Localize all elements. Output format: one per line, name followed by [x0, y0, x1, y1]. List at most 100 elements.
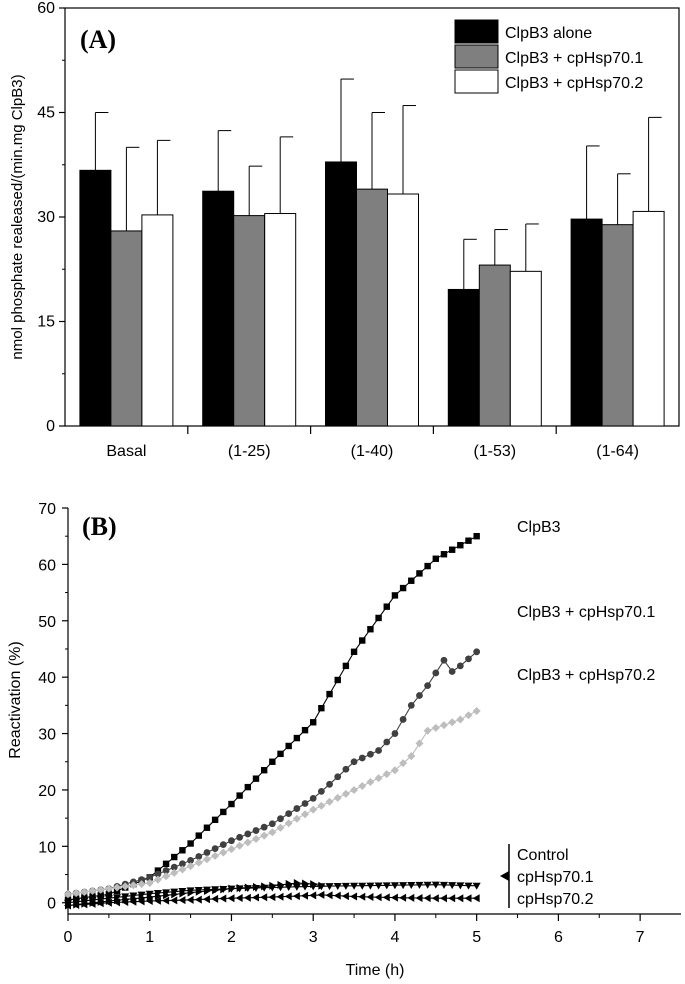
point-clpb3-cphsp70-1	[383, 738, 391, 746]
point-cphsp70-1	[171, 890, 179, 899]
point-clpb3-cphsp70-2	[317, 801, 326, 810]
b-x-tick-label: 5	[472, 929, 481, 946]
legend-label-cphsp70-2: ClpB3 + cpHsp70.2	[505, 75, 643, 92]
point-clpb3-cphsp70-2	[472, 707, 481, 715]
bar-clpb3-cphsp70-2-basal	[141, 214, 174, 427]
bar-clpb3-alone-1-25	[202, 190, 235, 427]
series-label-cphsp70-2: ClpB3 + cpHsp70.2	[517, 667, 655, 684]
point-clpb3-cphsp70-1	[179, 860, 186, 868]
point-clpb3-cphsp70-1	[342, 765, 350, 773]
bar-clpb3-alone-1-64	[570, 218, 603, 427]
point-cphsp70-1	[228, 884, 236, 893]
point-control	[448, 882, 457, 890]
panel-a-x-categories: Basal (1-25) (1-40) (1-53) (1-64)	[106, 426, 639, 460]
point-control	[415, 881, 424, 889]
point-clpb3-cphsp70-1	[277, 815, 284, 823]
point-clpb3-cphsp70-2	[374, 774, 383, 783]
point-clpb3-cphsp70-1	[170, 863, 178, 871]
point-clpb3-cphsp70-1	[268, 820, 276, 828]
point-clpb3-cphsp70-1	[448, 668, 456, 675]
point-clpb3	[269, 758, 276, 765]
point-cphsp70-2	[284, 892, 292, 901]
point-clpb3-cphsp70-2	[88, 886, 97, 895]
point-cphsp70-2	[219, 894, 227, 903]
point-cphsp70-1	[261, 882, 269, 891]
point-control	[325, 883, 334, 891]
point-cphsp70-1	[302, 879, 310, 888]
b-x-tick-label: 2	[227, 929, 236, 946]
point-cphsp70-1	[146, 893, 154, 902]
legend-label-cphsp70-1: ClpB3 + cpHsp70.1	[505, 50, 643, 67]
point-clpb3-cphsp70-1	[334, 773, 342, 781]
point-clpb3-cphsp70-2	[170, 868, 179, 877]
point-cphsp70-1	[277, 880, 285, 889]
point-clpb3-cphsp70-1	[195, 853, 203, 860]
point-cphsp70-2	[366, 892, 374, 901]
point-clpb3-cphsp70-2	[194, 858, 203, 867]
point-clpb3-cphsp70-2	[350, 785, 359, 794]
point-clpb3	[342, 662, 350, 670]
panel-a-label: (A)	[80, 25, 116, 54]
point-control	[153, 890, 162, 898]
point-cphsp70-2	[276, 892, 284, 901]
point-control	[113, 894, 122, 902]
point-clpb3-cphsp70-1	[399, 716, 407, 723]
point-cphsp70-2	[243, 893, 251, 902]
line-clpb3	[67, 535, 477, 901]
point-clpb3	[260, 767, 268, 774]
bar-clpb3-alone-1-40	[325, 161, 357, 427]
point-cphsp70-2	[399, 893, 407, 902]
point-control	[121, 893, 130, 901]
point-cphsp70-2	[72, 900, 80, 909]
point-control	[407, 882, 416, 890]
point-cphsp70-2	[431, 894, 439, 903]
point-cphsp70-2	[464, 894, 472, 903]
point-cphsp70-1	[310, 880, 318, 889]
point-cphsp70-1	[318, 881, 326, 890]
bar-clpb3-cphsp70-2-1-40	[387, 193, 419, 427]
point-clpb3	[301, 726, 309, 734]
point-clpb3-cphsp70-2	[96, 885, 105, 894]
point-clpb3	[457, 542, 464, 549]
point-clpb3-cphsp70-2	[260, 831, 269, 840]
point-cphsp70-2	[448, 894, 456, 903]
point-cphsp70-1	[179, 889, 187, 898]
point-clpb3-cphsp70-1	[146, 873, 154, 881]
point-clpb3-cphsp70-1	[260, 823, 268, 831]
point-cphsp70-2	[325, 891, 333, 900]
point-clpb3	[359, 637, 366, 644]
point-control	[96, 896, 105, 904]
a-x-category-label: Basal	[106, 443, 146, 460]
point-clpb3-cphsp70-1	[407, 701, 415, 709]
point-control	[129, 892, 138, 900]
point-clpb3-cphsp70-2	[211, 851, 220, 860]
point-clpb3-cphsp70-2	[137, 880, 146, 889]
point-cphsp70-2	[472, 894, 480, 903]
point-clpb3	[310, 719, 317, 726]
bracket-label-cphsp70-1: cpHsp70.1	[517, 869, 594, 886]
point-control	[390, 882, 399, 890]
panel-a-legend: ClpB3 alone ClpB3 + cpHsp70.1 ClpB3 + cp…	[454, 19, 643, 94]
point-cphsp70-1	[195, 887, 203, 896]
point-cphsp70-2	[129, 897, 137, 906]
point-control	[374, 882, 383, 890]
point-clpb3-cphsp70-1	[456, 662, 464, 670]
point-clpb3-cphsp70-2	[268, 828, 277, 837]
panel-b-y-axis-label: Reactivation (%)	[7, 641, 24, 758]
a-y-tick-label: 60	[37, 0, 55, 17]
point-clpb3-cphsp70-1	[293, 805, 301, 812]
point-clpb3	[448, 546, 456, 553]
point-clpb3	[203, 824, 211, 831]
point-control	[80, 897, 89, 905]
point-clpb3-cphsp70-2	[113, 883, 122, 892]
point-clpb3-cphsp70-1	[317, 787, 325, 795]
point-cphsp70-2	[415, 893, 423, 902]
point-cphsp70-2	[178, 896, 186, 905]
point-clpb3	[391, 592, 399, 599]
point-clpb3-cphsp70-2	[325, 797, 334, 806]
point-clpb3-cphsp70-2	[407, 752, 416, 761]
point-clpb3-cphsp70-1	[424, 682, 432, 690]
point-cphsp70-1	[203, 886, 211, 895]
point-control	[64, 899, 72, 907]
a-x-category-label: (1-64)	[596, 443, 639, 460]
